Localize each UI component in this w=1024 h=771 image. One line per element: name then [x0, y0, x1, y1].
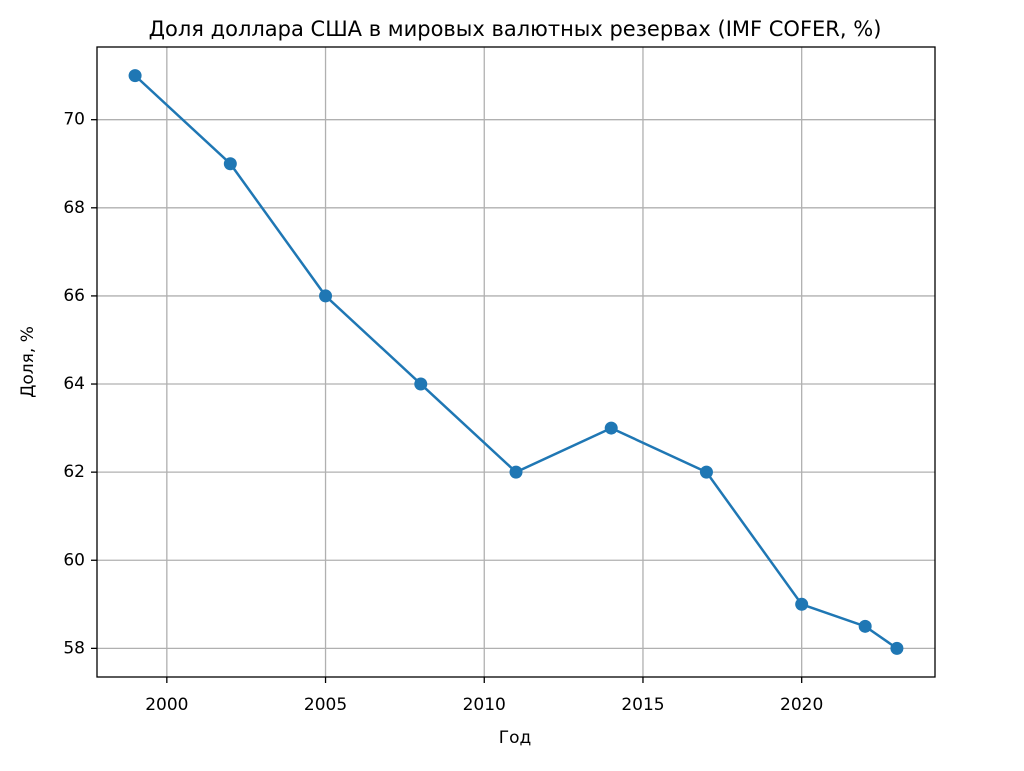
y-tick-label: 62 — [63, 462, 85, 482]
data-point — [795, 597, 809, 611]
x-tick-label: 2005 — [304, 695, 347, 715]
data-point — [604, 421, 618, 435]
data-point — [319, 289, 333, 303]
data-point — [128, 69, 142, 83]
y-tick-label: 60 — [63, 550, 85, 570]
y-tick-label: 68 — [63, 198, 85, 218]
chart-title: Доля доллара США в мировых валютных резе… — [149, 17, 882, 41]
y-tick-label: 58 — [63, 638, 85, 658]
data-line — [134, 74, 898, 650]
y-tick-label: 64 — [63, 374, 85, 394]
y-tick-label: 70 — [63, 110, 85, 130]
plot-frame — [96, 46, 936, 678]
x-tick-label: 2010 — [463, 695, 506, 715]
data-point — [414, 377, 428, 391]
data-point — [858, 619, 872, 633]
x-axis-label: Год — [499, 728, 532, 748]
data-point — [223, 157, 237, 171]
data-point — [890, 641, 904, 655]
data-point — [509, 465, 523, 479]
x-tick-label: 2015 — [621, 695, 664, 715]
y-axis-label: Доля, % — [18, 326, 38, 398]
x-tick-label: 2000 — [145, 695, 188, 715]
x-tick-label: 2020 — [780, 695, 823, 715]
y-tick-label: 66 — [63, 286, 85, 306]
data-point — [699, 465, 713, 479]
